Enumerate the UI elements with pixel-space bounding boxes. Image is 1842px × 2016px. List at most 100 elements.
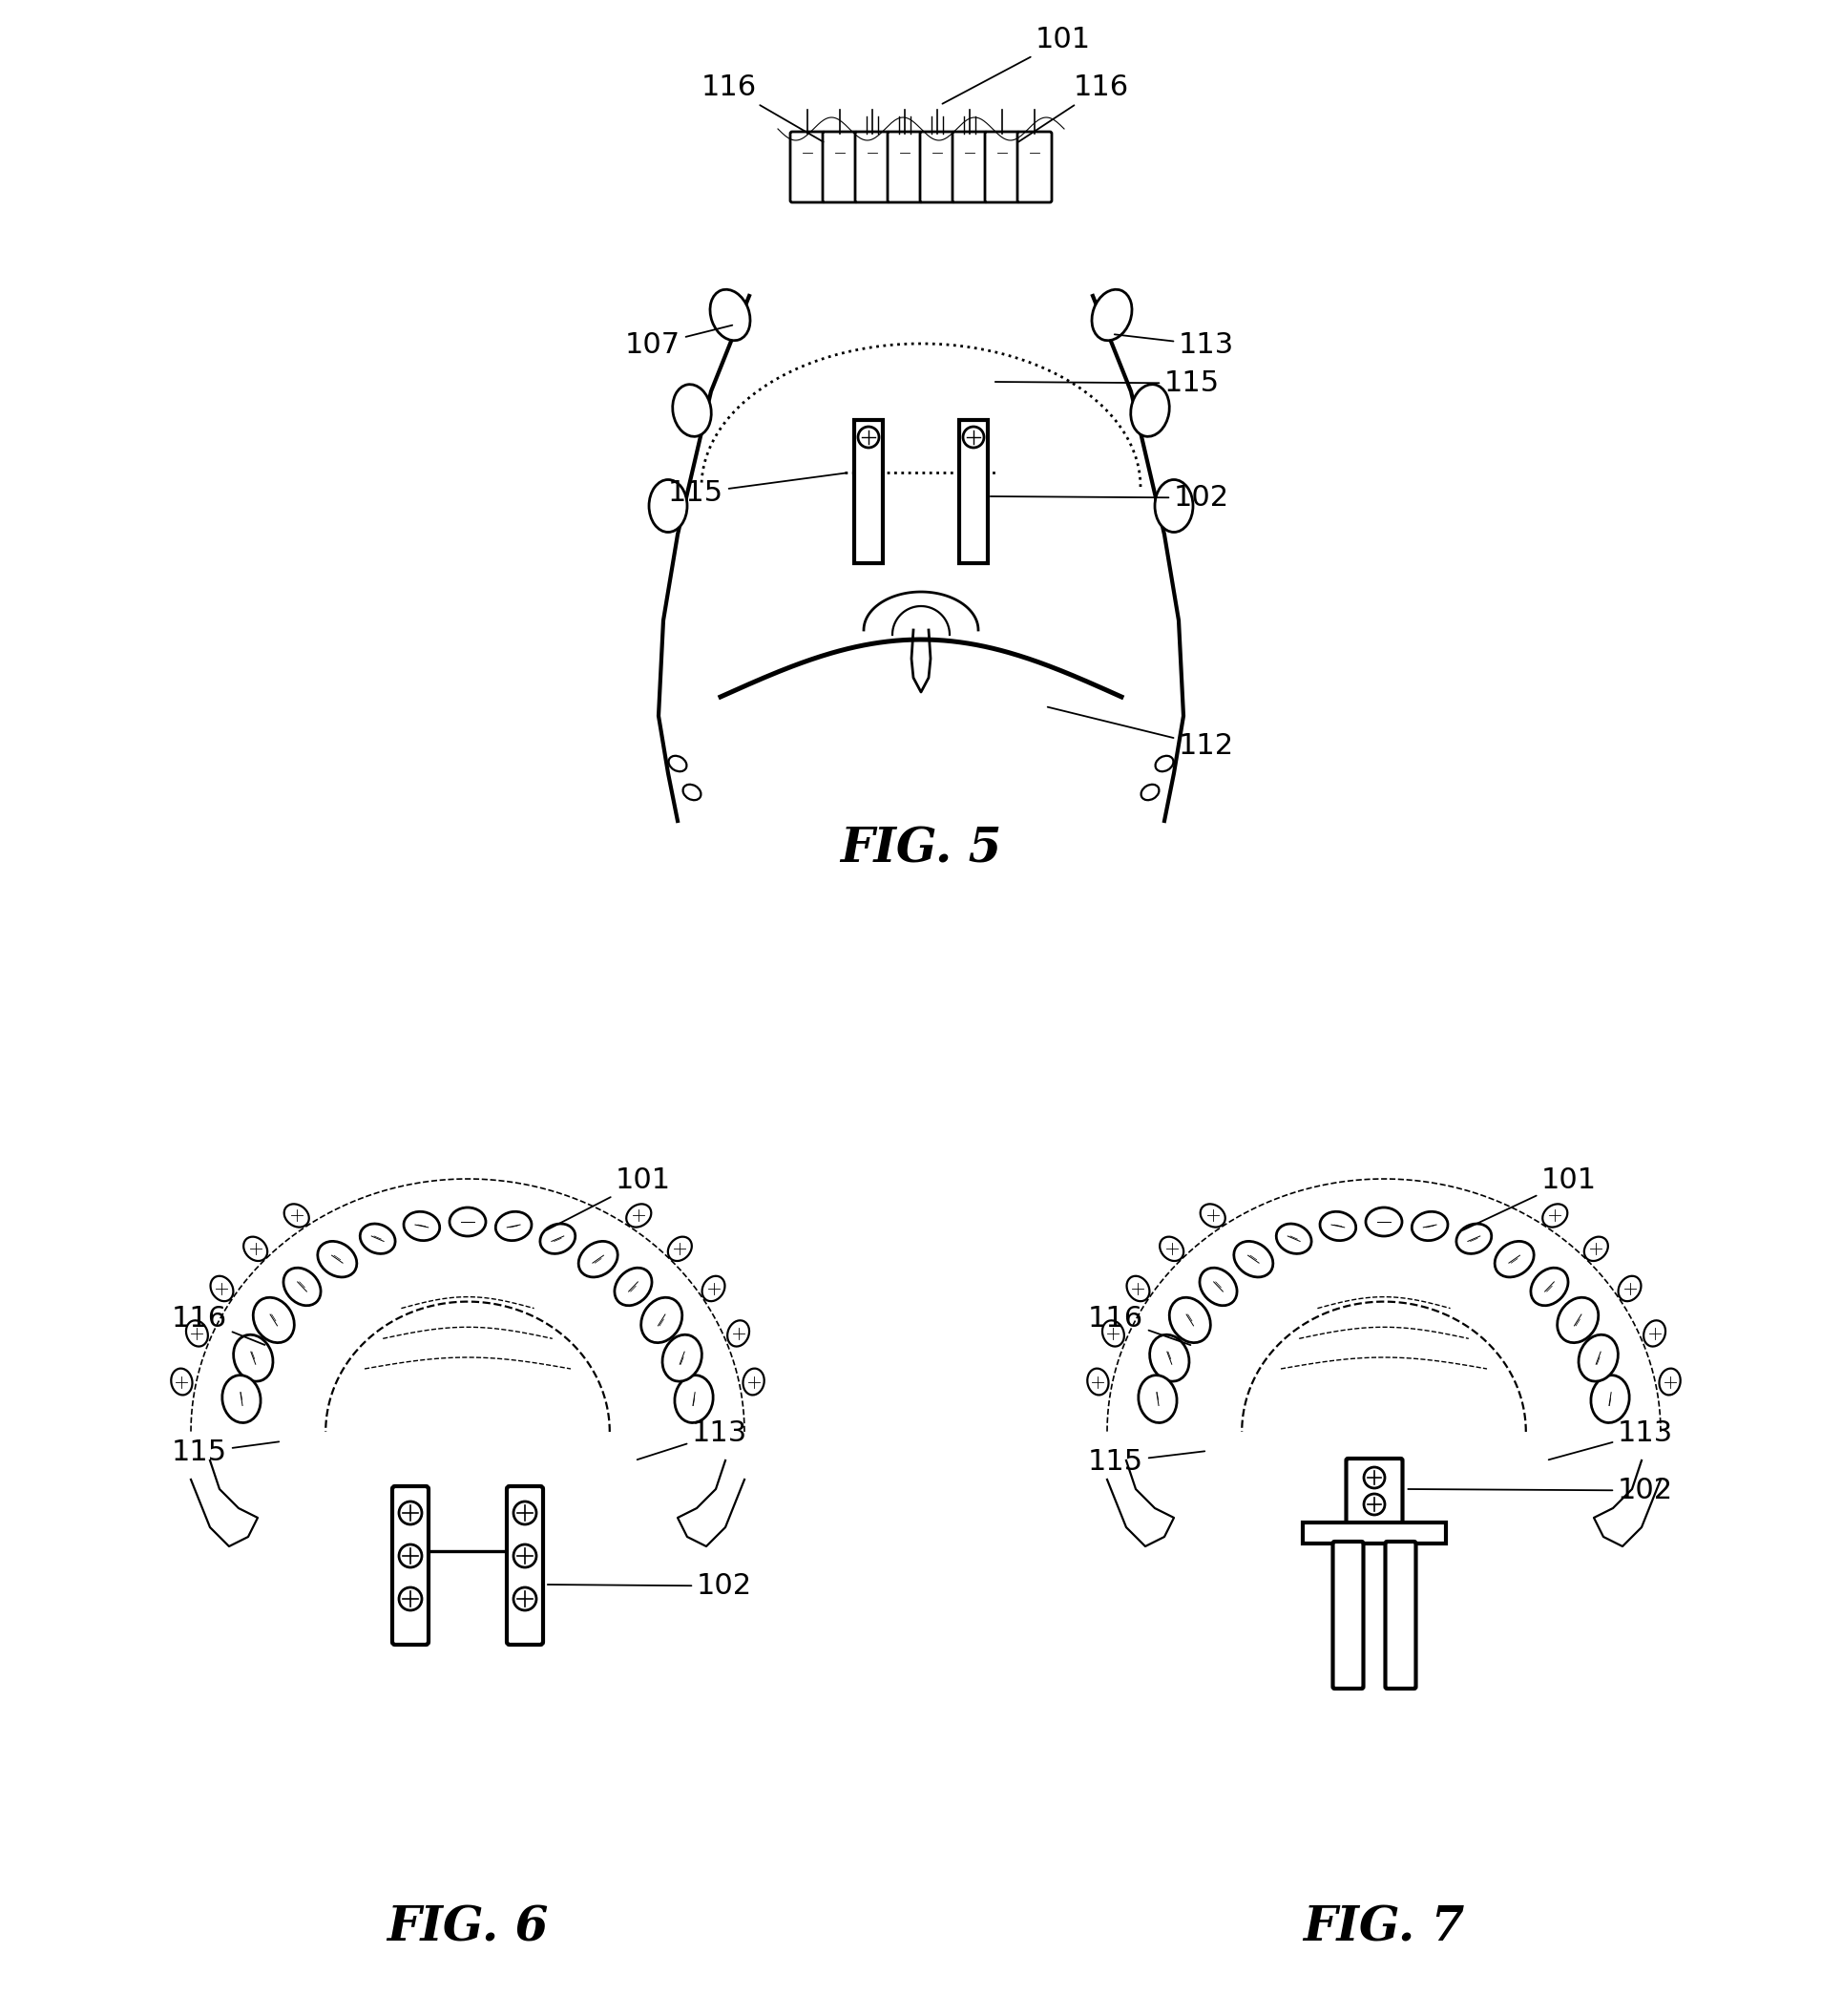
Ellipse shape: [1201, 1204, 1225, 1228]
Ellipse shape: [1199, 1268, 1238, 1306]
Ellipse shape: [648, 480, 687, 532]
Ellipse shape: [284, 1268, 321, 1306]
Ellipse shape: [1643, 1320, 1665, 1347]
Ellipse shape: [243, 1236, 267, 1260]
Ellipse shape: [709, 290, 750, 341]
Ellipse shape: [663, 1335, 702, 1381]
Ellipse shape: [359, 1224, 396, 1254]
Ellipse shape: [1365, 1208, 1402, 1236]
Ellipse shape: [1457, 1224, 1492, 1254]
Text: FIG. 5: FIG. 5: [840, 827, 1002, 873]
Ellipse shape: [1584, 1236, 1608, 1260]
Text: FIG. 6: FIG. 6: [387, 1905, 549, 1951]
Text: 115: 115: [669, 474, 847, 506]
FancyBboxPatch shape: [1334, 1542, 1363, 1689]
Ellipse shape: [1277, 1224, 1312, 1254]
FancyBboxPatch shape: [1385, 1542, 1416, 1689]
Text: 116: 116: [1019, 73, 1129, 141]
Ellipse shape: [728, 1320, 750, 1347]
Ellipse shape: [674, 1375, 713, 1423]
Ellipse shape: [1234, 1242, 1273, 1276]
FancyBboxPatch shape: [507, 1486, 543, 1645]
Ellipse shape: [317, 1242, 357, 1276]
Text: 116: 116: [171, 1304, 265, 1345]
FancyBboxPatch shape: [952, 131, 987, 202]
Bar: [855, 419, 882, 562]
Ellipse shape: [1092, 290, 1133, 341]
Text: 101: 101: [943, 26, 1090, 103]
Ellipse shape: [1131, 385, 1170, 437]
Circle shape: [1363, 1494, 1385, 1514]
Circle shape: [963, 427, 984, 448]
Ellipse shape: [1579, 1335, 1617, 1381]
Text: 115: 115: [995, 369, 1219, 397]
Text: 102: 102: [1407, 1476, 1673, 1504]
Text: 101: 101: [1463, 1167, 1597, 1230]
Text: 116: 116: [1089, 1304, 1190, 1345]
Ellipse shape: [669, 756, 687, 772]
Text: FIG. 7: FIG. 7: [1302, 1905, 1464, 1951]
Ellipse shape: [210, 1276, 234, 1300]
Ellipse shape: [403, 1212, 440, 1240]
FancyBboxPatch shape: [1347, 1458, 1402, 1524]
FancyBboxPatch shape: [790, 131, 825, 202]
Ellipse shape: [626, 1204, 652, 1228]
Circle shape: [514, 1544, 536, 1566]
Ellipse shape: [171, 1369, 192, 1395]
Ellipse shape: [1155, 756, 1173, 772]
Ellipse shape: [1591, 1375, 1630, 1423]
Ellipse shape: [495, 1212, 532, 1240]
Circle shape: [514, 1587, 536, 1611]
Ellipse shape: [1127, 1276, 1149, 1300]
Text: 101: 101: [547, 1167, 670, 1230]
Ellipse shape: [1087, 1369, 1109, 1395]
Text: 102: 102: [547, 1572, 752, 1601]
Ellipse shape: [284, 1204, 309, 1228]
Circle shape: [1363, 1468, 1385, 1488]
FancyBboxPatch shape: [823, 131, 857, 202]
Ellipse shape: [578, 1242, 617, 1276]
FancyBboxPatch shape: [888, 131, 923, 202]
Text: 115: 115: [1089, 1447, 1205, 1476]
Text: 113: 113: [1549, 1419, 1673, 1460]
Text: 107: 107: [624, 325, 733, 359]
Ellipse shape: [683, 784, 702, 800]
Ellipse shape: [252, 1298, 295, 1343]
Ellipse shape: [742, 1369, 764, 1395]
Ellipse shape: [1321, 1212, 1356, 1240]
Ellipse shape: [1542, 1204, 1568, 1228]
Ellipse shape: [1138, 1375, 1177, 1423]
Ellipse shape: [1411, 1212, 1448, 1240]
Ellipse shape: [540, 1224, 575, 1254]
Circle shape: [400, 1544, 422, 1566]
Ellipse shape: [186, 1320, 208, 1347]
Circle shape: [400, 1587, 422, 1611]
Ellipse shape: [1140, 784, 1159, 800]
Ellipse shape: [1531, 1268, 1568, 1306]
FancyBboxPatch shape: [919, 131, 954, 202]
Ellipse shape: [1660, 1369, 1680, 1395]
Ellipse shape: [1494, 1242, 1534, 1276]
Ellipse shape: [1102, 1320, 1124, 1347]
Ellipse shape: [223, 1375, 260, 1423]
Ellipse shape: [1170, 1298, 1210, 1343]
Bar: [1302, 1522, 1446, 1544]
Ellipse shape: [1556, 1298, 1599, 1343]
Ellipse shape: [449, 1208, 486, 1236]
FancyBboxPatch shape: [392, 1486, 429, 1645]
Text: 116: 116: [702, 73, 823, 141]
Circle shape: [514, 1502, 536, 1524]
Ellipse shape: [1149, 1335, 1190, 1381]
Ellipse shape: [615, 1268, 652, 1306]
Ellipse shape: [1160, 1236, 1184, 1260]
Circle shape: [400, 1502, 422, 1524]
FancyBboxPatch shape: [985, 131, 1019, 202]
Ellipse shape: [641, 1298, 682, 1343]
Text: 112: 112: [1048, 708, 1234, 760]
Ellipse shape: [669, 1236, 693, 1260]
Ellipse shape: [1619, 1276, 1641, 1300]
Bar: [960, 419, 987, 562]
Text: 102: 102: [991, 484, 1229, 512]
Ellipse shape: [672, 385, 711, 437]
Text: 113: 113: [637, 1419, 748, 1460]
